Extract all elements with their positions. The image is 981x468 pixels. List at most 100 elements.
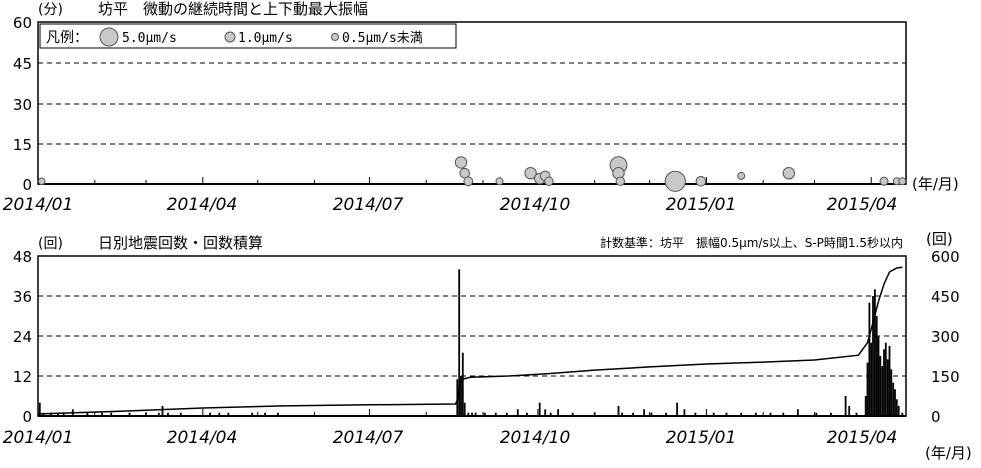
- top-legend: 凡例： 5.0μm/s 1.0μm/s 0.5μm/s未満: [39, 23, 457, 49]
- top-x-tick-labels: 2014/01 2014/04 2014/07 2014/10 2015/01 …: [3, 195, 898, 215]
- daily-count-bar: [494, 412, 497, 416]
- daily-count-bar: [879, 356, 882, 416]
- daily-count-bar: [526, 412, 528, 416]
- daily-count-bar: [632, 412, 634, 416]
- daily-count-bar: [870, 342, 873, 416]
- top-x-tick-label: 2014/07: [333, 195, 404, 215]
- daily-count-bar: [848, 406, 851, 416]
- daily-count-bar: [161, 406, 164, 416]
- daily-count-bar: [538, 402, 541, 416]
- daily-count-bar: [874, 289, 876, 416]
- daily-count-bar: [890, 369, 893, 416]
- daily-count-bar: [101, 412, 103, 416]
- daily-count-bar: [86, 412, 89, 416]
- bottom-y-tick: 24: [13, 328, 32, 346]
- daily-count-bar: [866, 362, 869, 416]
- top-chart: (分) 坊平 微動の継続時間と上下動最大振幅 0 15 30 45 60 201…: [3, 0, 959, 215]
- daily-count-bar: [894, 389, 896, 416]
- daily-count-bar: [864, 396, 867, 416]
- bottom-y-tick: 36: [13, 288, 32, 306]
- bottom-y2-tick: 450: [931, 288, 960, 306]
- daily-count-bar: [461, 352, 464, 416]
- tremor-point: [615, 176, 625, 187]
- tremor-point: [782, 167, 795, 180]
- top-x-unit: (年/月): [912, 175, 959, 193]
- daily-count-bar: [128, 412, 131, 416]
- daily-count-bar: [458, 269, 461, 416]
- top-points: [37, 156, 907, 192]
- bottom-right-unit: (回): [926, 230, 953, 248]
- daily-count-bar: [167, 412, 169, 416]
- cumulative-line: [37, 266, 903, 417]
- tremor-point: [695, 176, 707, 187]
- top-y-tick: 30: [13, 96, 32, 114]
- daily-count-bar: [557, 409, 559, 416]
- bottom-unit-label: (回): [38, 236, 63, 252]
- bottom-y-tick: 48: [13, 248, 32, 266]
- bottom-y2-tick: 600: [931, 248, 960, 266]
- bottom-x-tick-label: 2014/01: [3, 428, 74, 448]
- top-y-tick: 15: [13, 136, 32, 154]
- tremor-point: [37, 177, 46, 186]
- legend-small-label: 0.5μm/s未満: [342, 31, 423, 46]
- daily-count-bar: [62, 412, 65, 416]
- bottom-bars: [38, 269, 904, 416]
- daily-count-bar: [157, 412, 160, 416]
- bottom-y-tick: 0: [22, 408, 32, 426]
- tremor-point: [898, 177, 907, 186]
- daily-count-bar: [883, 349, 885, 416]
- daily-count-bar: [49, 412, 52, 416]
- daily-count-bar: [868, 302, 871, 416]
- daily-count-bar: [683, 409, 686, 416]
- legend-small-marker: [331, 33, 339, 41]
- top-x-tick-label: 2015/01: [666, 195, 737, 215]
- daily-count-bar: [227, 412, 230, 416]
- daily-count-bar: [483, 412, 486, 416]
- daily-count-bar: [463, 402, 466, 416]
- top-x-tick-label: 2014/10: [500, 195, 571, 215]
- bottom-x-tick-label: 2015/04: [827, 428, 898, 448]
- tremor-point: [495, 177, 504, 186]
- top-y-tick: 45: [13, 55, 32, 73]
- daily-count-bar: [754, 412, 757, 416]
- top-grid: [38, 62, 906, 145]
- top-x-tick-label: 2014/01: [3, 195, 74, 215]
- bottom-x-tick-label: 2014/04: [167, 428, 238, 448]
- daily-count-bar: [897, 406, 900, 416]
- daily-count-bar: [665, 412, 667, 416]
- daily-count-bar: [712, 412, 715, 416]
- daily-count-bar: [855, 412, 858, 416]
- daily-count-bar: [179, 412, 182, 416]
- daily-count-bar: [467, 412, 470, 416]
- legend-large-marker: [99, 27, 119, 47]
- legend-medium-label: 1.0μm/s: [238, 31, 293, 46]
- top-y-tick: 0: [22, 176, 32, 194]
- bottom-x-tick-label: 2015/01: [666, 428, 737, 448]
- bottom-y2-tick: 150: [931, 368, 960, 386]
- daily-count-bar: [815, 412, 818, 416]
- tremor-point: [879, 176, 889, 186]
- daily-count-bar: [643, 409, 645, 416]
- legend-prefix: 凡例：: [46, 30, 88, 46]
- daily-count-bar: [571, 412, 574, 416]
- bottom-y2-tick: 300: [931, 328, 960, 346]
- daily-count-bar: [694, 412, 697, 416]
- daily-count-bar: [892, 382, 895, 416]
- top-y-tick-labels: 0 15 30 45 60: [13, 14, 32, 194]
- daily-count-bar: [895, 399, 898, 416]
- bottom-x-tick-label: 2014/07: [333, 428, 404, 448]
- daily-count-bar: [474, 412, 477, 416]
- daily-count-bar: [650, 412, 653, 416]
- daily-count-bar: [725, 412, 728, 416]
- daily-count-bar: [57, 412, 59, 416]
- tremor-point: [544, 176, 554, 187]
- bottom-x-tick-label: 2014/10: [500, 428, 571, 448]
- daily-count-bar: [844, 396, 847, 416]
- bottom-y-tick: 12: [13, 368, 32, 386]
- legend-large-label: 5.0μm/s: [122, 31, 177, 46]
- daily-count-bar: [621, 412, 623, 416]
- daily-count-bar: [505, 412, 508, 416]
- tremor-point: [737, 171, 746, 180]
- legend-medium-marker: [224, 31, 236, 43]
